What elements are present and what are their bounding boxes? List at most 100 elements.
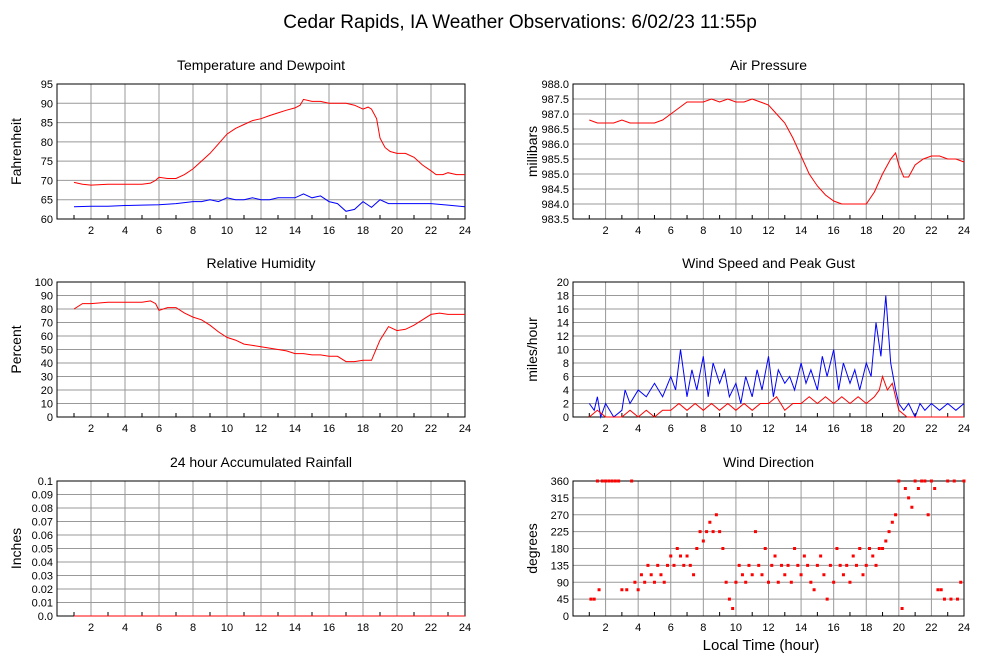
- y-tick-label: 100: [35, 277, 53, 289]
- y-tick-label: 0.08: [32, 503, 53, 515]
- chart-title: Temperature and Dewpoint: [177, 57, 345, 73]
- y-tick-label: 70: [41, 318, 53, 330]
- data-point: [757, 563, 761, 567]
- data-point: [903, 487, 907, 490]
- data-point: [656, 563, 660, 567]
- y-tick-label: 0.06: [32, 530, 53, 542]
- y-tick-label: 0.04: [32, 557, 53, 569]
- data-point: [929, 479, 933, 483]
- x-tick-label: 2: [603, 622, 609, 634]
- data-point: [753, 530, 757, 534]
- x-tick-label: 4: [635, 622, 641, 634]
- data-point: [672, 563, 676, 567]
- x-tick-label: 12: [255, 622, 267, 634]
- y-tick-label: 10: [557, 345, 569, 357]
- y-tick-label: 30: [41, 372, 53, 384]
- y-tick-label: 0.09: [32, 490, 53, 502]
- x-tick-label: 6: [668, 423, 674, 435]
- data-point: [907, 496, 911, 500]
- x-tick-label: 8: [190, 225, 196, 237]
- data-point: [819, 554, 823, 558]
- data-point: [589, 597, 593, 601]
- data-point: [718, 530, 722, 534]
- data-point: [887, 530, 891, 534]
- x-tick-label: 22: [925, 225, 937, 237]
- data-point: [942, 597, 946, 601]
- x-tick-label: 12: [762, 622, 774, 634]
- data-point: [639, 573, 643, 577]
- data-point: [952, 479, 956, 483]
- data-point: [646, 563, 650, 567]
- plot-frame: [56, 83, 466, 220]
- x-tick-label: 12: [762, 423, 774, 435]
- data-point: [913, 479, 917, 483]
- x-tick-label: 10: [221, 622, 233, 634]
- x-tick-label: 20: [391, 225, 403, 237]
- y-tick-label: 0.03: [32, 571, 53, 583]
- x-tick-label: 4: [122, 423, 128, 435]
- data-point: [636, 588, 640, 592]
- x-tick-label: 20: [391, 622, 403, 634]
- data-point: [724, 580, 728, 584]
- y-tick-label: 225: [551, 527, 569, 539]
- x-tick-label: 14: [289, 622, 301, 634]
- y-axis-label: Fahrenheit: [8, 118, 24, 185]
- x-tick-label: 4: [635, 423, 641, 435]
- x-tick-label: 4: [122, 225, 128, 237]
- x-axis-title: Local Time (hour): [703, 637, 820, 654]
- x-tick-label: 16: [828, 225, 840, 237]
- series-points-0: [589, 479, 966, 610]
- data-point: [841, 573, 845, 577]
- series-line-0: [73, 300, 465, 363]
- x-tick-label: 8: [700, 423, 706, 435]
- x-tick-label: 2: [88, 622, 94, 634]
- x-tick-label: 24: [958, 423, 970, 435]
- x-tick-label: 12: [255, 423, 267, 435]
- y-tick-label: 984.5: [541, 184, 569, 196]
- data-point: [877, 547, 881, 550]
- data-point: [933, 487, 937, 490]
- data-point: [949, 597, 953, 601]
- y-tick-label: 0: [563, 611, 569, 623]
- y-tick-label: 20: [557, 277, 569, 289]
- data-point: [770, 563, 774, 567]
- data-point: [783, 573, 787, 577]
- x-tick-label: 20: [893, 225, 905, 237]
- y-axis-label: miles/hour: [524, 317, 540, 382]
- data-point: [916, 487, 920, 490]
- data-point: [920, 479, 924, 483]
- x-tick-label: 18: [860, 622, 872, 634]
- x-tick-label: 14: [795, 622, 807, 634]
- y-tick-label: 0.05: [32, 544, 53, 556]
- x-tick-label: 22: [925, 622, 937, 634]
- data-point: [822, 573, 826, 577]
- y-tick-label: 90: [557, 577, 569, 589]
- data-point: [714, 513, 718, 517]
- data-point: [643, 580, 647, 584]
- y-tick-label: 12: [557, 331, 569, 343]
- data-point: [776, 580, 780, 584]
- data-point: [838, 563, 842, 567]
- data-point: [620, 588, 624, 592]
- x-tick-label: 16: [323, 225, 335, 237]
- data-point: [871, 554, 875, 558]
- data-point: [786, 563, 790, 567]
- data-point: [711, 530, 715, 534]
- x-tick-label: 24: [459, 622, 471, 634]
- data-point: [737, 563, 741, 567]
- x-tick-label: 6: [156, 423, 162, 435]
- data-point: [649, 573, 653, 577]
- x-tick-label: 18: [357, 225, 369, 237]
- data-point: [692, 573, 696, 577]
- y-tick-label: 18: [557, 291, 569, 303]
- x-tick-label: 18: [357, 622, 369, 634]
- data-point: [659, 573, 663, 577]
- series-line-0: [73, 98, 465, 186]
- y-tick-label: 60: [41, 331, 53, 343]
- y-axis-label: degrees: [524, 523, 540, 574]
- data-point: [595, 479, 599, 483]
- page-title: Cedar Rapids, IA Weather Observations: 6…: [283, 12, 757, 33]
- data-point: [851, 554, 855, 558]
